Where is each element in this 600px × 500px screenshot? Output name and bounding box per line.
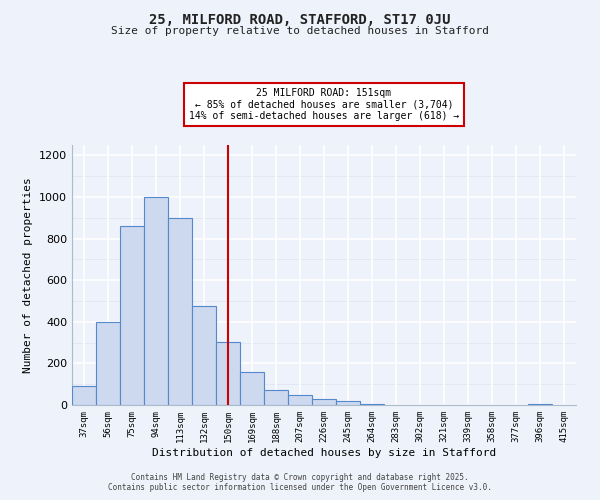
X-axis label: Distribution of detached houses by size in Stafford: Distribution of detached houses by size … [152, 448, 496, 458]
Bar [72, 386, 96, 405]
Bar [288, 394, 312, 405]
Bar [120, 226, 144, 405]
Bar [360, 404, 384, 405]
Bar [240, 372, 264, 405]
Y-axis label: Number of detached properties: Number of detached properties [23, 177, 34, 373]
Bar [96, 322, 120, 405]
Bar [216, 342, 240, 405]
Bar [528, 404, 552, 405]
Bar [312, 399, 336, 405]
Bar [144, 197, 168, 405]
Bar [168, 218, 192, 405]
Text: 25 MILFORD ROAD: 151sqm
← 85% of detached houses are smaller (3,704)
14% of semi: 25 MILFORD ROAD: 151sqm ← 85% of detache… [189, 88, 459, 121]
Text: Contains HM Land Registry data © Crown copyright and database right 2025.
Contai: Contains HM Land Registry data © Crown c… [108, 473, 492, 492]
Text: 25, MILFORD ROAD, STAFFORD, ST17 0JU: 25, MILFORD ROAD, STAFFORD, ST17 0JU [149, 12, 451, 26]
Bar [264, 390, 288, 405]
Bar [192, 306, 216, 405]
Text: Size of property relative to detached houses in Stafford: Size of property relative to detached ho… [111, 26, 489, 36]
Bar [336, 401, 360, 405]
